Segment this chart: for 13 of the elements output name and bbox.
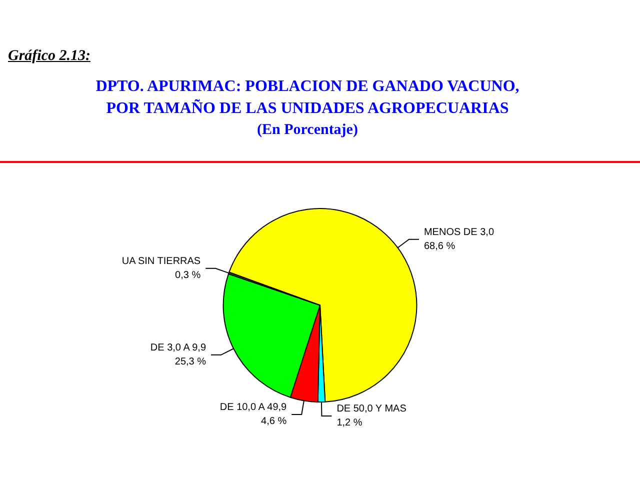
data-label: 68,6 % — [424, 240, 456, 252]
data-label: 0,3 % — [175, 270, 201, 281]
slice-label: DE 10,0 A 49,9 — [220, 402, 288, 413]
slice-label: DE 3,0 A 9,9 — [150, 342, 206, 354]
slice-label: DE 50,0 Y MAS — [336, 403, 407, 414]
data-label: 1,2 % — [336, 417, 362, 428]
slice-label: UA SIN TIERRAS — [122, 256, 201, 267]
data-label: 4,6 % — [261, 416, 287, 427]
data-label: 25,3 % — [174, 356, 206, 368]
text: Gráfico 2.13: — [8, 48, 90, 65]
chart-subtitle: (En Porcentaje) — [256, 121, 359, 140]
slice-label: MENOS DE 3,0 — [424, 226, 494, 238]
chart-title: DPTO. APURIMAC: POBLACION DE GANADO VACUNO, POR TAMAÑO DE LAS UNIDADES AGROPECUARIAS — [95, 77, 520, 119]
